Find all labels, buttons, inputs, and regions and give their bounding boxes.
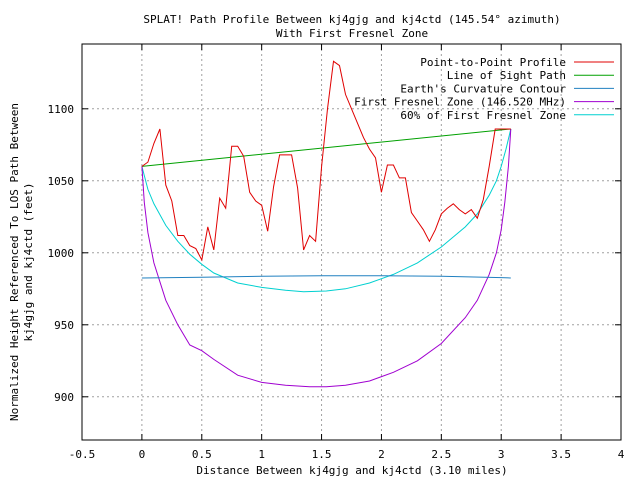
series-line-4: [141, 128, 512, 293]
x-tick-label: 0: [139, 448, 146, 461]
legend-label: 60% of First Fresnel Zone: [400, 109, 566, 122]
y-axis-label-line2: kj4gjg and kj4ctd (feet): [22, 183, 35, 342]
x-tick-label: 2.5: [431, 448, 451, 461]
x-tick-label: 0.5: [192, 448, 212, 461]
x-tick-label: 1: [258, 448, 265, 461]
x-tick-label: 1.5: [312, 448, 332, 461]
legend-label: First Fresnel Zone (146.520 MHz): [354, 96, 566, 109]
y-tick-label: 900: [54, 391, 74, 404]
series-line-2: [141, 275, 511, 279]
tick-layer: -0.5 0 0.5 1 1.5 2 2.5 3 3.5 4 900 950 1000 1050 1100: [48, 44, 625, 461]
series-line-0: [141, 60, 511, 262]
legend-label: Line of Sight Path: [447, 69, 566, 82]
legend-label: Point-to-Point Profile: [420, 56, 566, 69]
y-tick-label: 950: [54, 319, 74, 332]
x-tick-label: 3.5: [551, 448, 571, 461]
y-axis-label-line1: Normalized Height Referenced To LOS Path…: [8, 103, 21, 421]
y-tick-label: 1050: [48, 175, 75, 188]
chart-subtitle: With First Fresnel Zone: [276, 27, 428, 40]
y-tick-label: 1100: [48, 103, 75, 116]
x-axis-label: Distance Between kj4gjg and kj4ctd (3.10…: [196, 464, 507, 477]
y-tick-label: 1000: [48, 247, 75, 260]
series-line-3: [141, 128, 512, 388]
x-tick-label: 2: [378, 448, 385, 461]
series-layer: [141, 60, 512, 388]
x-tick-label: 4: [618, 448, 625, 461]
grid: [82, 44, 621, 440]
x-tick-label: 3: [498, 448, 505, 461]
legend-label: Earth's Curvature Contour: [400, 82, 566, 95]
chart-title: SPLAT! Path Profile Between kj4gjg and k…: [143, 13, 560, 26]
plot-frame: [81, 43, 622, 441]
series-line-1: [141, 128, 511, 167]
x-tick-label: -0.5: [69, 448, 96, 461]
